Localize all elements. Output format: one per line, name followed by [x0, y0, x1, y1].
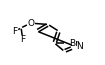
- Text: F: F: [20, 35, 25, 44]
- Text: N: N: [76, 42, 83, 51]
- Text: O: O: [27, 19, 34, 28]
- Text: F: F: [12, 27, 17, 36]
- Text: Br: Br: [69, 39, 79, 48]
